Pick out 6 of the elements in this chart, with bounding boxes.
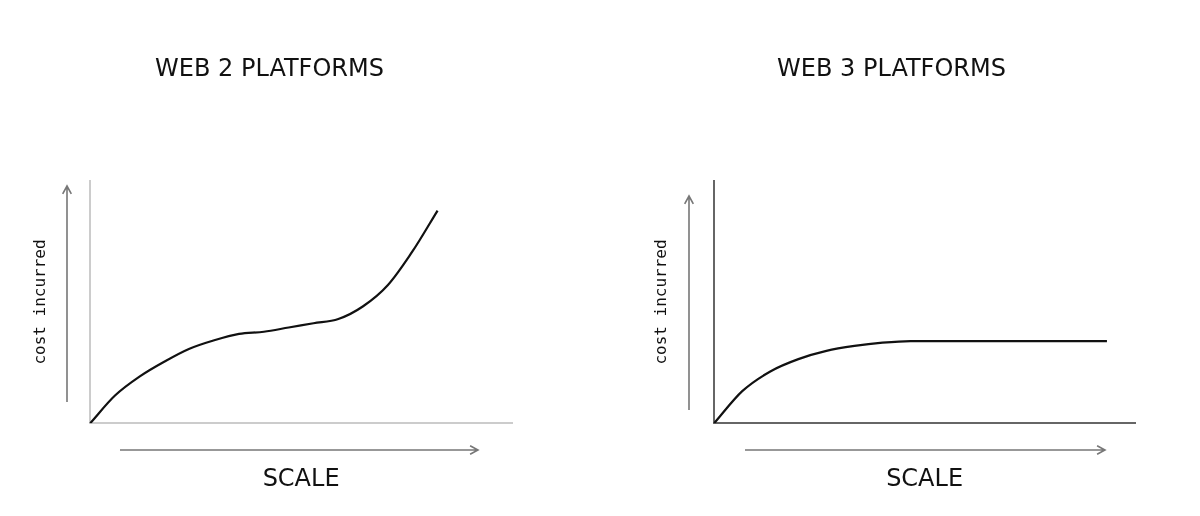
y-axis-title: cost incurred — [29, 239, 49, 365]
chart-title: WEB 2 PLATFORMS — [155, 53, 384, 82]
y-axis-title: cost incurred — [650, 239, 670, 365]
x-axis-title: SCALE — [886, 463, 964, 492]
x-axis-title: SCALE — [262, 463, 340, 492]
chart-title: WEB 3 PLATFORMS — [777, 53, 1006, 82]
